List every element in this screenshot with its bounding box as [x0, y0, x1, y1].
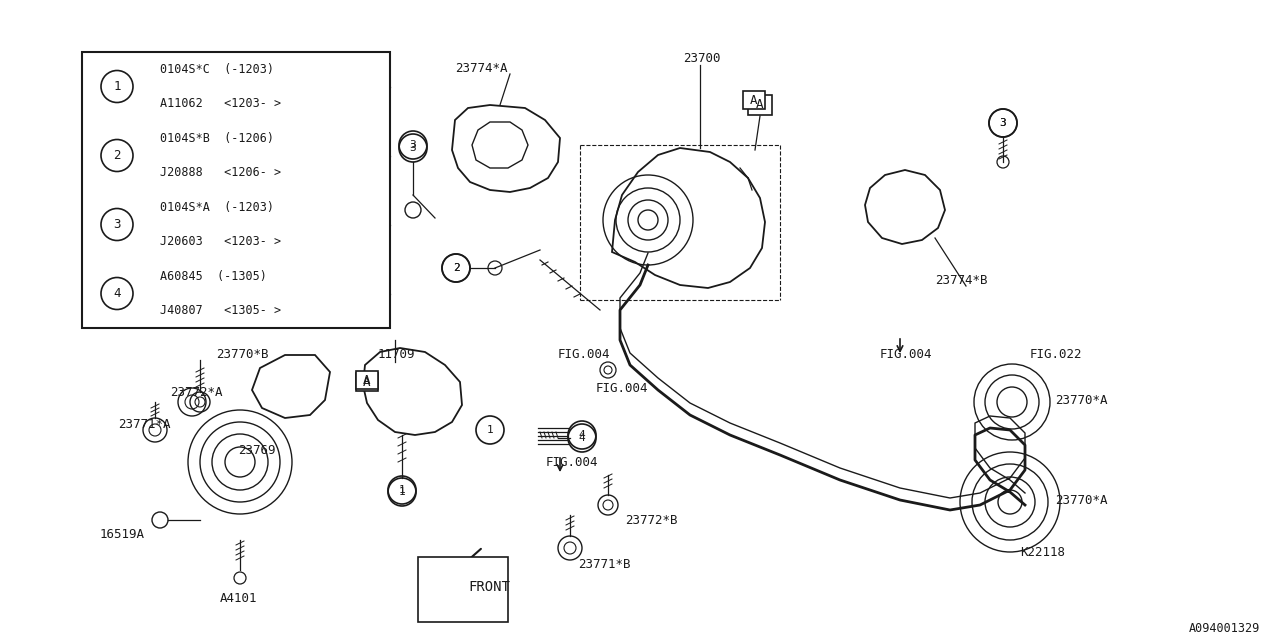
Text: FIG.004: FIG.004	[547, 456, 599, 468]
Text: 3: 3	[410, 140, 416, 150]
Bar	[356, 373, 378, 391]
Text: 4: 4	[579, 433, 585, 443]
Text: 2: 2	[453, 263, 460, 273]
Text: 4: 4	[579, 430, 585, 440]
Text: FIG.022: FIG.022	[1030, 349, 1083, 362]
Text: 0104S*C  (-1203): 0104S*C (-1203)	[160, 63, 274, 76]
Text: 0104S*B  (-1206): 0104S*B (-1206)	[160, 132, 274, 145]
Text: A60845  (-1305): A60845 (-1305)	[160, 269, 266, 283]
Text: 23774*B: 23774*B	[934, 273, 987, 287]
Text: 1: 1	[113, 80, 120, 93]
Text: 23774*A: 23774*A	[454, 61, 507, 74]
Text: 23769: 23769	[238, 444, 275, 456]
Text: 4: 4	[113, 287, 120, 300]
Text: 0104S*A  (-1203): 0104S*A (-1203)	[160, 201, 274, 214]
Text: A11062   <1203- >: A11062 <1203- >	[160, 97, 282, 110]
Text: FRONT: FRONT	[468, 580, 509, 594]
Text: 23770*B: 23770*B	[216, 349, 269, 362]
Text: FIG.004: FIG.004	[558, 348, 611, 360]
Text: 23771*B: 23771*B	[579, 557, 631, 570]
Text: 11709: 11709	[378, 348, 416, 360]
Bar	[742, 91, 765, 109]
Text: 23770*A: 23770*A	[1055, 493, 1107, 506]
Text: 3: 3	[113, 218, 120, 231]
Text: FIG.004: FIG.004	[881, 349, 933, 362]
Text: J20603   <1203- >: J20603 <1203- >	[160, 236, 282, 248]
Text: A: A	[364, 374, 371, 387]
Text: 3: 3	[1000, 118, 1006, 128]
Text: 23771*A: 23771*A	[118, 419, 170, 431]
Bar	[82, 52, 390, 328]
Text: A: A	[750, 93, 758, 106]
Text: A4101: A4101	[220, 591, 257, 605]
Text: A094001329: A094001329	[1189, 621, 1260, 634]
Bar	[419, 557, 508, 622]
Text: J20888   <1206- >: J20888 <1206- >	[160, 166, 282, 179]
Text: 3: 3	[1000, 118, 1006, 128]
Text: 1: 1	[398, 487, 406, 497]
Text: K22118: K22118	[1020, 545, 1065, 559]
Bar	[356, 371, 378, 389]
Text: 1: 1	[398, 485, 406, 495]
Text: 2: 2	[453, 263, 460, 273]
Text: 1: 1	[486, 425, 493, 435]
Text: 23772*B: 23772*B	[625, 513, 677, 527]
Text: A: A	[756, 99, 764, 111]
Text: 23700: 23700	[684, 51, 721, 65]
Text: A: A	[364, 376, 371, 388]
Text: FIG.004: FIG.004	[596, 381, 649, 394]
Text: 3: 3	[410, 143, 416, 153]
Text: J40807   <1305- >: J40807 <1305- >	[160, 304, 282, 317]
Text: 23772*A: 23772*A	[170, 385, 223, 399]
Bar	[748, 95, 772, 115]
Text: 23770*A: 23770*A	[1055, 394, 1107, 406]
Text: 2: 2	[113, 149, 120, 162]
Text: 16519A: 16519A	[100, 529, 145, 541]
